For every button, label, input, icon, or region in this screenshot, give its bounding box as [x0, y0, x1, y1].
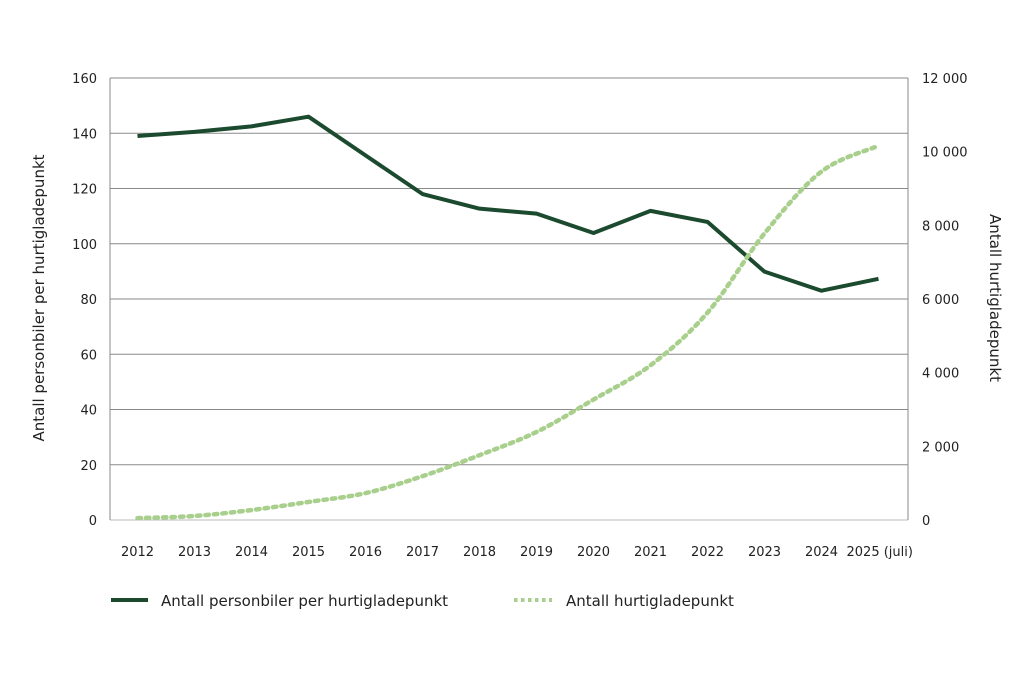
right-tick-label: 4 000 — [922, 367, 959, 382]
right-tick-label: 8 000 — [922, 219, 959, 234]
x-tick-label: 2012 — [121, 545, 154, 560]
legend-label-hurtigladepunkt: Antall hurtigladepunkt — [566, 592, 734, 610]
x-tick-label: 2013 — [178, 545, 211, 560]
right-axis-ticks: 0 2 000 4 000 6 000 8 000 10 000 12 000 — [922, 72, 968, 529]
right-tick-label: 12 000 — [922, 72, 968, 87]
x-tick-label: 2015 — [292, 545, 325, 560]
x-tick-label: 2016 — [349, 545, 382, 560]
right-tick-label: 0 — [922, 514, 930, 529]
legend: Antall personbiler per hurtigladepunkt A… — [111, 592, 734, 610]
x-tick-label: 2019 — [520, 545, 553, 560]
x-tick-label: 2023 — [748, 545, 781, 560]
gridlines — [109, 77, 909, 521]
legend-label-personbiler: Antall personbiler per hurtigladepunkt — [161, 592, 448, 610]
right-tick-label: 10 000 — [922, 146, 968, 161]
x-tick-label: 2017 — [406, 545, 439, 560]
series-line-personbiler-per-punkt — [137, 114, 879, 293]
left-tick-label: 80 — [80, 293, 97, 308]
left-tick-label: 100 — [72, 238, 97, 253]
left-tick-label: 20 — [80, 459, 97, 474]
left-tick-label: 0 — [89, 514, 97, 529]
left-tick-label: 40 — [80, 404, 97, 419]
x-tick-label: 2018 — [463, 545, 496, 560]
x-tick-label: 2022 — [691, 545, 724, 560]
right-tick-label: 2 000 — [922, 440, 959, 455]
left-axis-label: Antall personbiler per hurtigladepunkt — [30, 154, 48, 441]
left-tick-label: 160 — [72, 72, 97, 87]
left-tick-label: 60 — [80, 348, 97, 363]
x-tick-label: 2020 — [577, 545, 610, 560]
right-tick-label: 6 000 — [922, 293, 959, 308]
series-lines — [135, 114, 881, 521]
left-axis-ticks: 0 20 40 60 80 100 120 140 160 — [72, 72, 97, 529]
left-tick-label: 120 — [72, 183, 97, 198]
x-axis-ticks: 2012 2013 2014 2015 2016 2017 2018 2019 2020 2021… — [121, 545, 913, 560]
x-tick-label: 2025 (juli) — [847, 545, 913, 560]
x-tick-label: 2024 — [805, 545, 838, 560]
series-line-hurtigladepunkt — [135, 143, 881, 521]
x-tick-label: 2014 — [235, 545, 268, 560]
left-tick-label: 140 — [72, 127, 97, 142]
x-tick-label: 2021 — [634, 545, 667, 560]
right-axis-label: Antall hurtigladepunkt — [986, 214, 1004, 382]
